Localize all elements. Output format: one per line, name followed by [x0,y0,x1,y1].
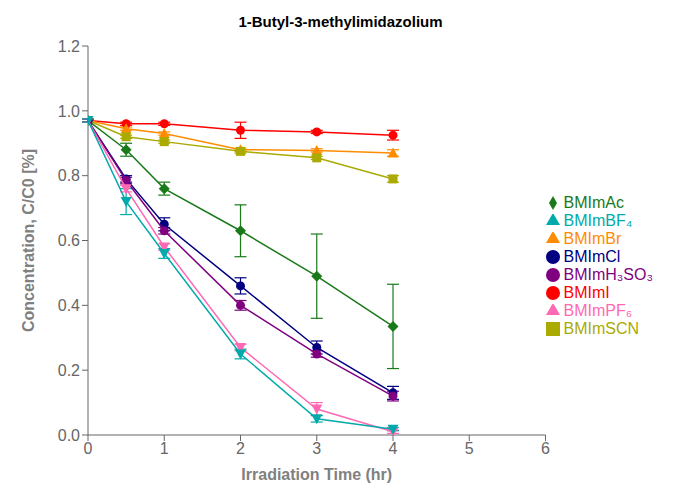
svg-text:0: 0 [84,440,93,457]
svg-text:Concentration, C/C0 [%]: Concentration, C/C0 [%] [20,149,37,332]
svg-text:1: 1 [160,440,169,457]
svg-text:0.8: 0.8 [58,167,80,184]
html-text:BMImI: BMImI [563,283,610,301]
svg-text:2: 2 [236,440,245,457]
html-text:1-Butyl-3-methylimidazolium: 1-Butyl-3-methylimidazolium [238,13,443,30]
html-text:BMImAc: BMImAc [563,193,624,211]
svg-text:1.2: 1.2 [58,38,80,55]
html-text:BMImBF₄: BMImBF₄ [563,211,633,229]
svg-text:0.6: 0.6 [58,232,80,249]
svg-text:0.2: 0.2 [58,362,80,379]
svg-text:5: 5 [465,440,474,457]
html-text:BMImBr: BMImBr [563,229,622,247]
svg-text:1.0: 1.0 [58,103,80,120]
svg-text:3: 3 [312,440,321,457]
html-text:BMImH₃SO₃: BMImH₃SO₃ [563,265,653,283]
html-text:BMImCl: BMImCl [563,247,621,265]
svg-text:0.0: 0.0 [58,427,80,444]
svg-text:Irradiation Time (hr): Irradiation Time (hr) [241,466,392,483]
html-text:BMImSCN: BMImSCN [563,319,640,337]
svg-text:0.4: 0.4 [58,297,80,314]
html-text:BMImPF₆: BMImPF₆ [563,301,633,319]
svg-text:6: 6 [541,440,550,457]
svg-text:4: 4 [389,440,398,457]
